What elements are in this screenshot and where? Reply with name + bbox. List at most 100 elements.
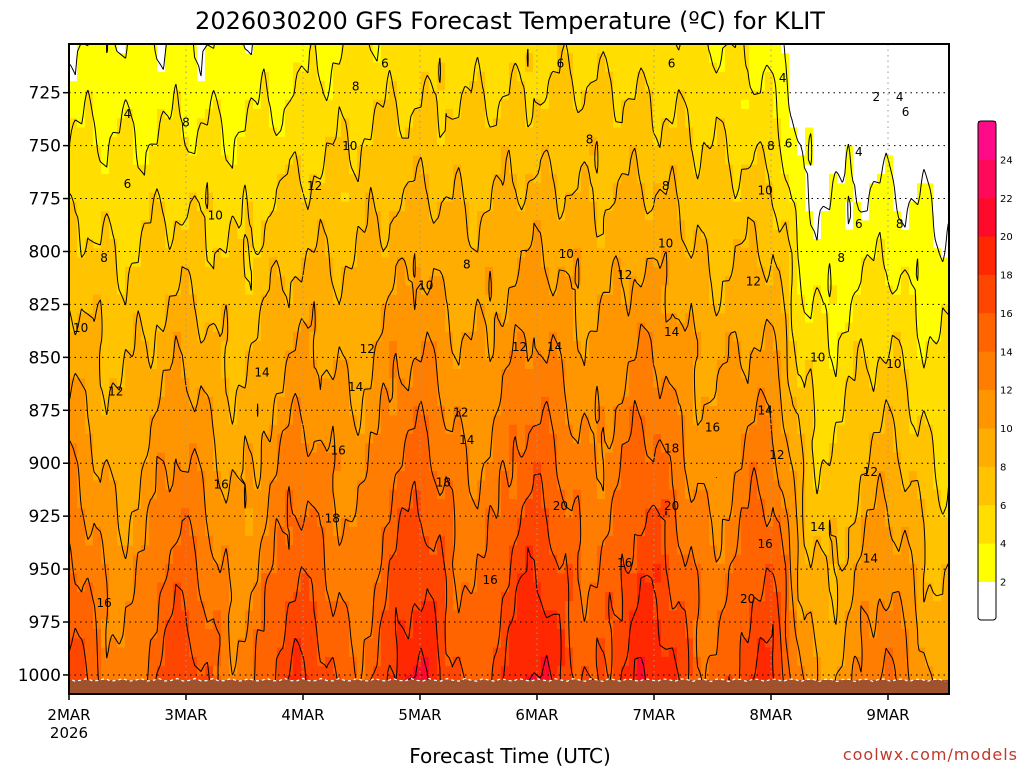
temp-cell [189,155,198,166]
temp-cell [125,369,134,379]
temp-cell [333,99,342,110]
temp-cell [245,591,254,602]
temp-cell [637,229,646,240]
temp-cell [525,109,534,119]
temp-cell [301,610,310,621]
temp-cell [365,582,374,593]
temp-cell [117,183,126,194]
temp-cell [605,508,614,519]
temp-cell [365,554,374,565]
temp-cell [469,480,478,491]
temp-cell [565,90,574,101]
temp-cell [253,266,262,277]
temp-cell [613,461,622,472]
temp-cell [557,564,566,574]
temp-cell [221,610,230,621]
temp-cell [349,81,358,92]
temp-cell [205,434,214,444]
temp-cell [429,629,438,639]
temp-cell [213,313,222,324]
temp-cell [261,424,270,435]
temp-cell [581,294,590,305]
temp-cell [541,638,550,649]
temp-cell [509,536,518,547]
temp-cell [557,582,566,593]
temp-cell [213,499,222,509]
temp-cell [125,183,134,194]
temp-cell [589,81,598,92]
temp-cell [261,554,270,565]
temp-cell [213,415,222,426]
temp-cell [525,155,534,166]
temp-cell [269,573,278,584]
temp-cell [501,554,510,565]
temp-cell [349,536,358,547]
temp-cell [565,44,574,54]
temp-cell [117,155,126,166]
temp-cell [557,601,566,612]
temp-cell [269,471,278,482]
temp-cell [213,146,222,157]
temp-cell [317,192,326,203]
temp-cell [301,396,310,407]
temp-cell [589,461,598,472]
temp-cell [581,489,590,500]
temp-cell [429,369,438,379]
temp-cell [189,406,198,417]
temp-cell [77,461,86,472]
temp-cell [477,266,486,277]
temp-cell [109,174,118,184]
temp-cell [437,304,446,314]
temp-cell [133,582,142,593]
temp-cell [229,359,238,370]
temp-cell [325,211,334,222]
temp-cell [365,517,374,528]
temp-cell [261,99,270,110]
temp-cell [517,424,526,435]
temp-cell [597,573,606,584]
temp-cell [389,146,398,157]
temp-cell [461,359,470,370]
temp-cell [621,44,630,54]
temp-cell [213,406,222,417]
temp-cell [437,582,446,593]
temp-cell [157,396,166,407]
temp-cell [581,387,590,398]
temp-cell [301,499,310,509]
temp-cell [389,638,398,649]
temp-cell [477,517,486,528]
temp-cell [341,71,350,82]
temp-cell [277,480,286,491]
temp-cell [261,229,270,240]
temp-cell [69,396,78,407]
temp-cell [413,647,422,658]
temp-cell [541,424,550,435]
temp-cell [285,229,294,240]
temp-cell [165,396,174,407]
temp-cell [565,619,574,630]
temp-cell [341,174,350,184]
temp-cell [453,406,462,417]
temp-cell [285,266,294,277]
temp-cell [589,396,598,407]
temp-cell [69,647,78,658]
temp-cell [93,582,102,593]
temp-cell [181,471,190,482]
temp-cell [333,304,342,314]
temp-cell [69,220,78,231]
temp-cell [125,359,134,370]
temp-cell [437,526,446,537]
temp-cell [253,183,262,194]
temp-cell [101,90,110,101]
temp-cell [157,582,166,593]
temp-cell [269,109,278,119]
temp-cell [165,666,174,677]
temp-cell [285,582,294,593]
temp-cell [453,424,462,435]
temp-cell [597,155,606,166]
temp-cell [605,554,614,565]
temp-cell [221,601,230,612]
temp-cell [357,461,366,472]
temp-cell [581,610,590,621]
temp-cell [133,601,142,612]
